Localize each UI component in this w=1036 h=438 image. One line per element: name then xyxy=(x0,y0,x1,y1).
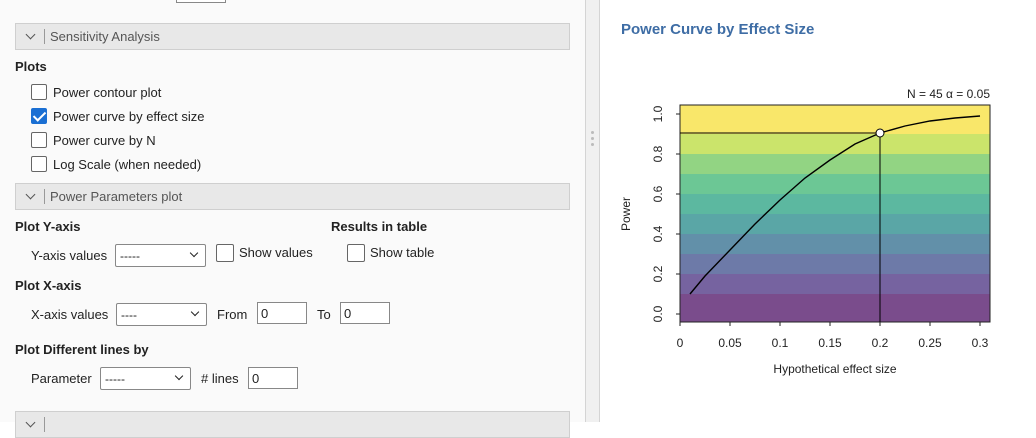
field-label: From xyxy=(217,307,248,322)
checkbox[interactable] xyxy=(31,108,47,124)
section-header[interactable]: Sensitivity Analysis xyxy=(15,23,570,50)
chart: Power Curve by Effect Size N = 45 α = 0.… xyxy=(619,21,991,376)
heading: Plot X-axis xyxy=(15,278,82,293)
text-input[interactable]: 0 xyxy=(248,367,298,389)
x-tick-label: 0.3 xyxy=(972,336,989,350)
field-label: X-axis values xyxy=(31,307,109,322)
y-axis-label: Power xyxy=(619,197,633,231)
section-header[interactable]: Power Parameters plot xyxy=(15,183,570,210)
heading: Results in table xyxy=(331,219,428,234)
band xyxy=(680,254,990,274)
page: {"top_section":{"title":"Sensitivity Ana… xyxy=(0,0,1036,422)
checkbox-label: Show table xyxy=(370,245,435,260)
checkbox[interactable] xyxy=(31,84,47,100)
highlight-point xyxy=(875,128,885,138)
checkbox-label: Show values xyxy=(239,245,313,260)
x-tick-label: 0.05 xyxy=(718,336,742,350)
text-input[interactable] xyxy=(176,0,226,3)
x-tick-label: 0.2 xyxy=(872,336,889,350)
text-input[interactable]: 0 xyxy=(257,302,307,324)
band xyxy=(680,194,990,214)
y-tick-label: 0.2 xyxy=(651,265,665,282)
select[interactable]: ----- xyxy=(100,367,191,390)
x-tick-label: 0.25 xyxy=(918,336,942,350)
band xyxy=(680,174,990,194)
band xyxy=(680,234,990,254)
checkbox-label: Power curve by effect size xyxy=(53,109,205,124)
band xyxy=(680,134,990,154)
section-title: Power Parameters plot xyxy=(50,189,183,204)
checkbox-label: Power curve by N xyxy=(53,133,156,148)
options-panel: Sensitivity Analysis Plots Power contour… xyxy=(0,0,585,422)
plot-frame xyxy=(679,104,991,323)
x-tick-label: 0.15 xyxy=(818,336,842,350)
checkbox[interactable] xyxy=(347,244,365,262)
y-tick-label: 1.0 xyxy=(651,105,665,122)
checkbox-label: Log Scale (when needed) xyxy=(53,157,202,172)
heading: Plot Y-axis xyxy=(15,219,81,234)
checkbox-label: Power contour plot xyxy=(53,85,162,100)
text-input[interactable]: 0 xyxy=(340,302,390,324)
chart-title: Power Curve by Effect Size xyxy=(621,21,814,38)
field-label: # lines xyxy=(201,371,239,386)
checkbox[interactable] xyxy=(31,156,47,172)
heading: Plot Different lines by xyxy=(15,342,149,357)
annotation: N = 45 α = 0.05 xyxy=(907,87,990,101)
select[interactable]: ---- xyxy=(116,303,207,326)
band xyxy=(680,154,990,174)
splitter[interactable] xyxy=(585,0,600,422)
x-axis-label: Hypothetical effect size xyxy=(773,362,897,376)
y-tick-label: 0.6 xyxy=(651,185,665,202)
y-tick-label: 0.0 xyxy=(651,305,665,322)
x-tick-label: 0 xyxy=(677,336,684,350)
select[interactable]: ----- xyxy=(115,244,206,267)
field-label: Parameter xyxy=(31,371,92,386)
section-header[interactable] xyxy=(15,411,570,438)
section-title: Sensitivity Analysis xyxy=(50,29,160,44)
band xyxy=(680,294,990,322)
x-tick-label: 0.1 xyxy=(772,336,789,350)
band xyxy=(680,274,990,294)
y-tick-label: 0.4 xyxy=(651,225,665,242)
checkbox[interactable] xyxy=(216,244,234,262)
checkbox[interactable] xyxy=(31,132,47,148)
y-tick-label: 0.8 xyxy=(651,145,665,162)
power-curve xyxy=(689,115,981,295)
heading: Plots xyxy=(15,59,47,74)
field-label: To xyxy=(317,307,331,322)
band xyxy=(680,214,990,234)
field-label: Y-axis values xyxy=(31,248,108,263)
